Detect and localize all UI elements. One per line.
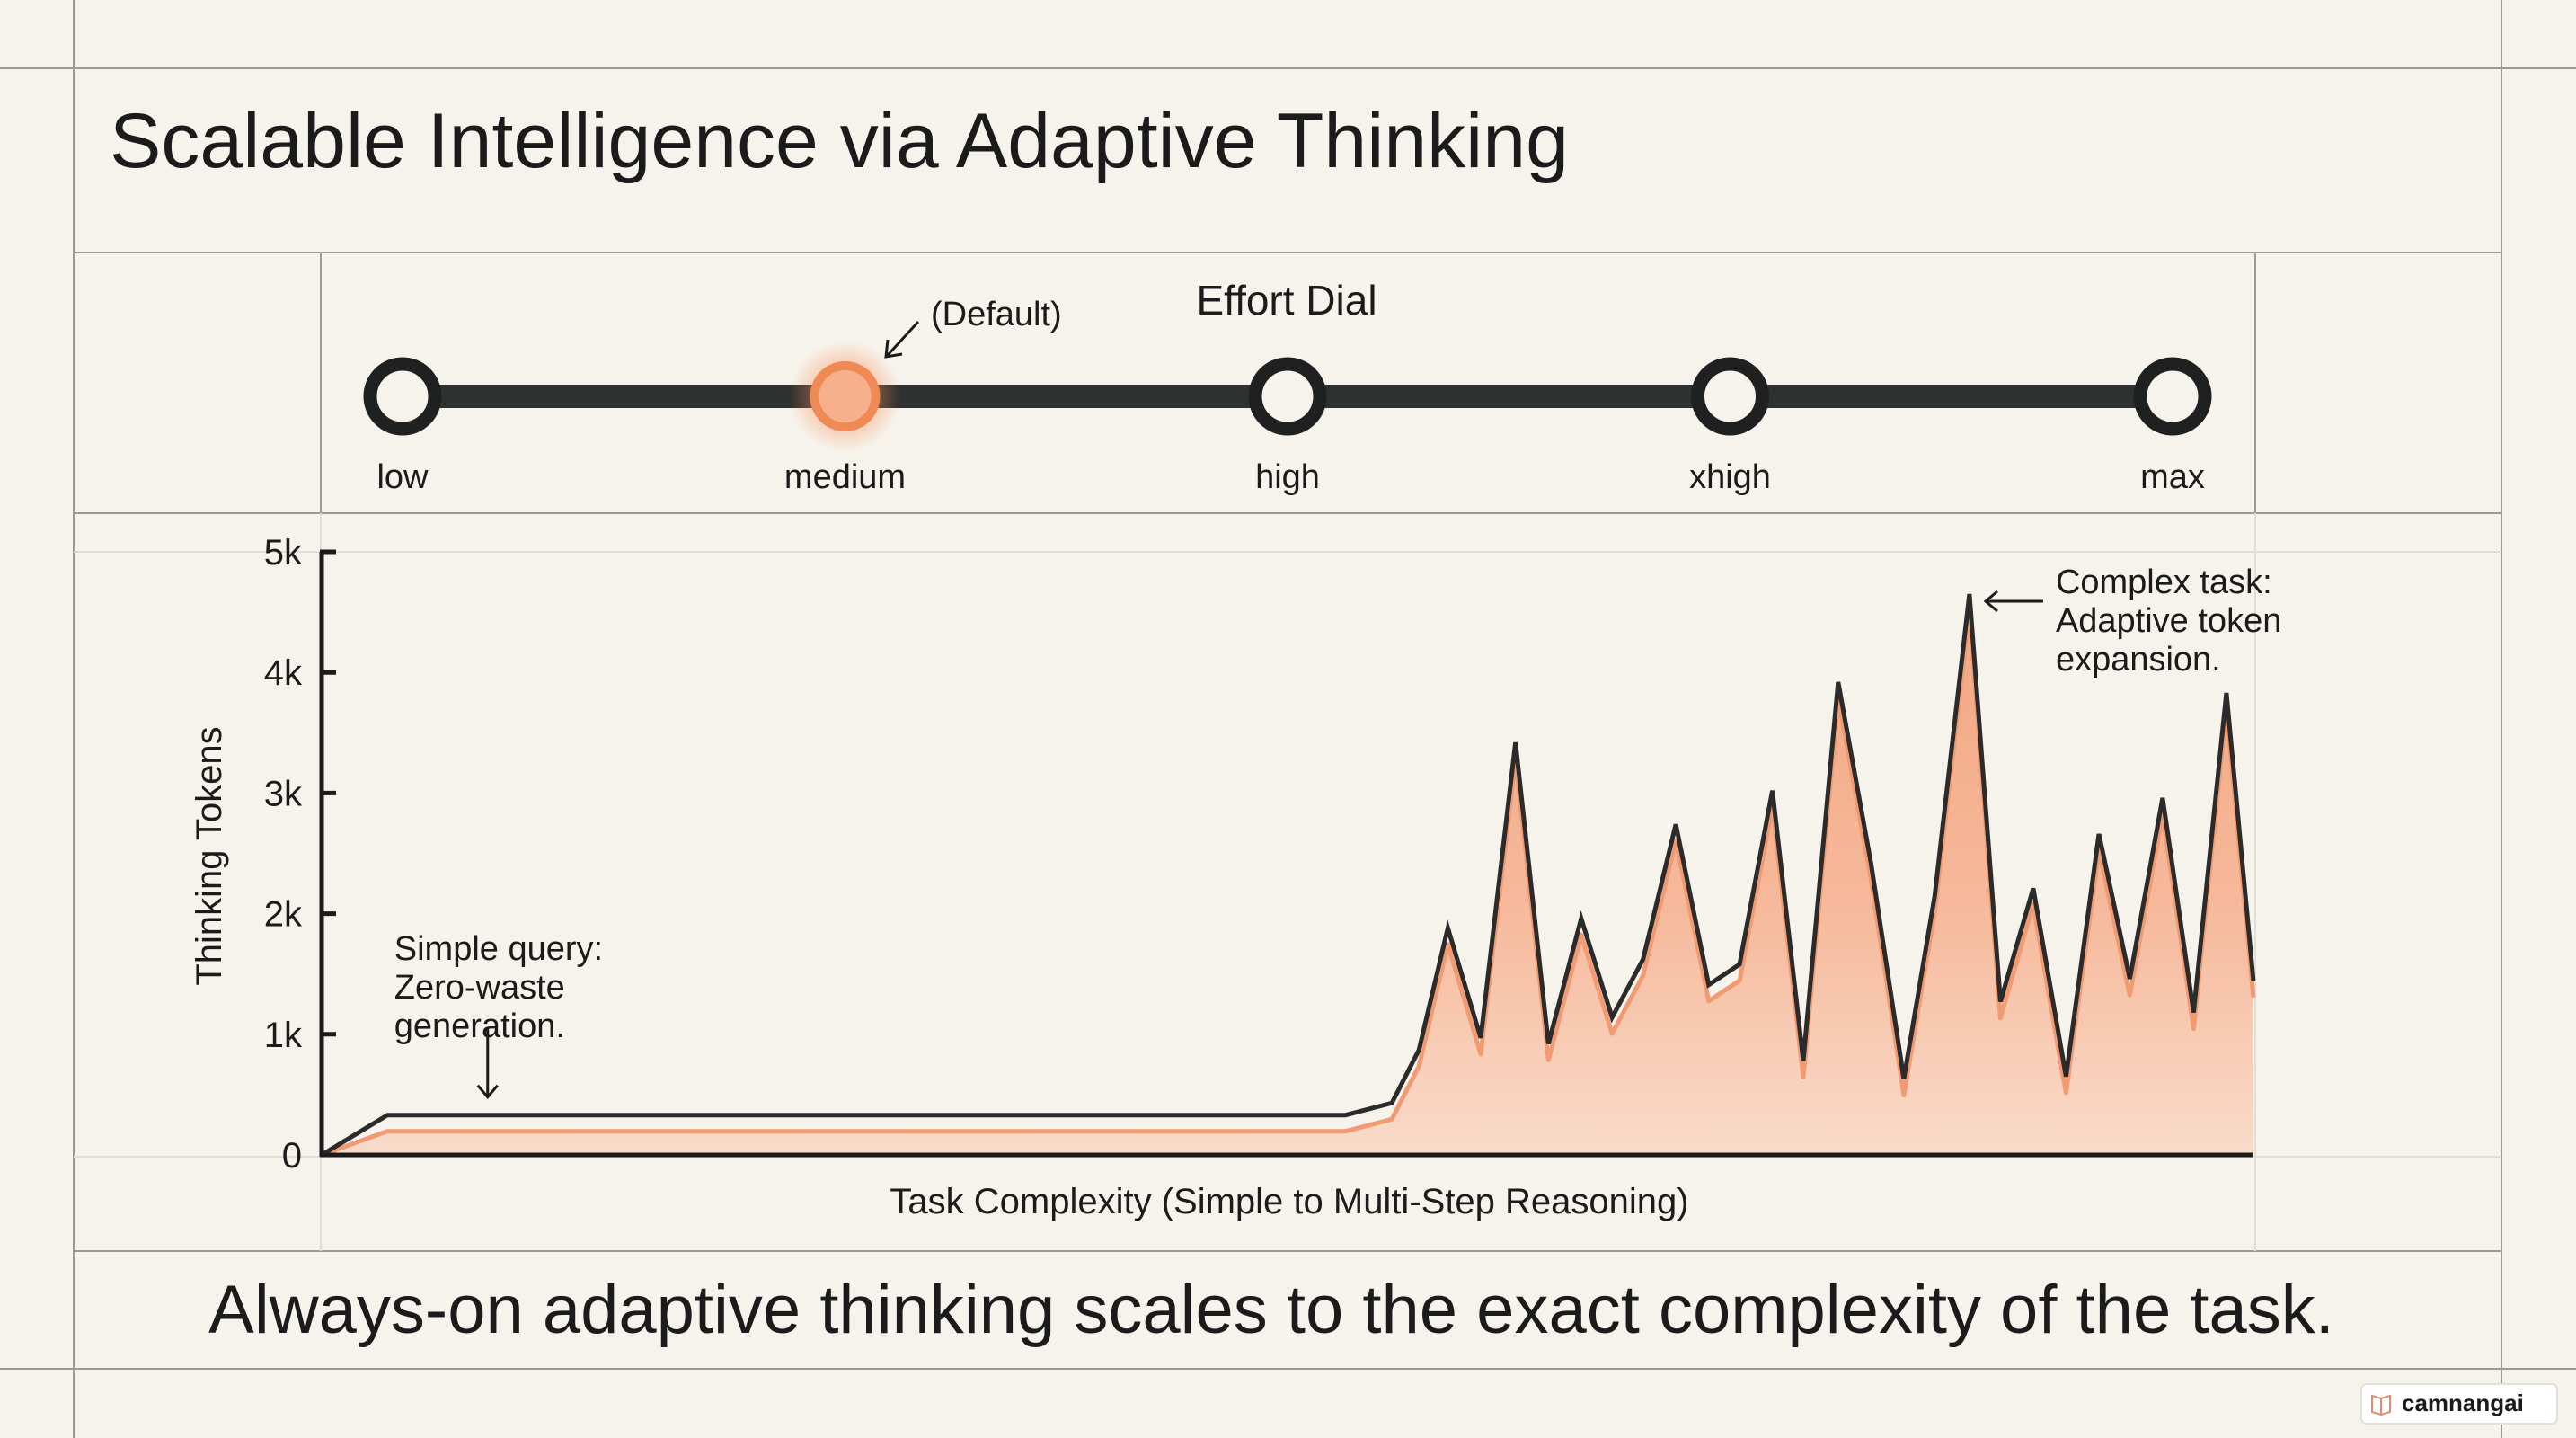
dial-stop-max[interactable]: max [2133,357,2212,496]
default-indicator: (Default) [884,296,1062,359]
default-arrowhead-icon [884,339,903,359]
annotation-text-line: expansion. [2056,641,2221,679]
y-tick-label: 5k [264,533,303,573]
dial-stop-knob-selected[interactable] [810,361,881,431]
dial-stop-knob[interactable] [363,357,442,436]
y-tick-label: 0 [282,1136,302,1176]
dial-stop-label: max [2140,458,2205,496]
watermark: camnangai [2360,1383,2558,1425]
effort-dial-stops: low medium high xhigh max [363,341,2212,496]
dial-stop-label: xhigh [1689,458,1771,496]
annotation-text-line: generation. [394,1007,565,1045]
y-axis: 0 1k 2k 3k 4k 5k [264,533,336,1176]
arrowhead-icon [476,1084,499,1100]
y-tick-label: 4k [264,653,303,693]
dial-stop-xhigh[interactable]: xhigh [1689,357,1771,496]
dial-stop-knob[interactable] [1691,357,1769,436]
dial-stop-label: high [1255,458,1320,496]
default-arrow-icon [886,320,920,357]
arrowhead-icon [1983,590,1998,613]
watermark-text: camnangai [2402,1389,2524,1416]
x-axis-label: Task Complexity (Simple to Multi-Step Re… [890,1182,1688,1221]
annotation-text-line: Complex task: [2056,564,2272,601]
book-icon [2371,1394,2391,1416]
y-axis-label: Thinking Tokens [190,726,229,985]
effort-dial-title: Effort Dial [1196,277,1377,324]
default-label: (Default) [931,296,1062,333]
y-tick-label: 1k [264,1016,303,1055]
watermark-badge [2360,1383,2558,1425]
dial-stop-medium[interactable]: medium [784,341,906,496]
annotation-text-line: Zero-waste [394,969,565,1007]
y-tick-label: 3k [264,774,303,813]
dial-stop-label: low [376,458,429,496]
effort-dial[interactable]: Effort Dial low medium high xhigh max (Defau… [363,277,2212,496]
series-area-fill [322,610,2253,1155]
series-line [320,593,2256,1158]
dial-stop-knob[interactable] [1248,357,1327,436]
dial-stop-high[interactable]: high [1248,357,1327,496]
page-title: Scalable Intelligence via Adaptive Think… [110,98,1569,184]
footer-caption: Always-on adaptive thinking scales to th… [208,1272,2334,1348]
annotation-text-line: Adaptive token [2056,602,2281,640]
y-tick-label: 2k [264,895,303,935]
dial-stop-knob[interactable] [2133,357,2212,436]
dial-stop-label: medium [784,458,906,496]
annotation-text-line: Simple query: [394,930,603,968]
dial-stop-low[interactable]: low [363,357,442,496]
thinking-tokens-chart: 0 1k 2k 3k 4k 5k Thinking Tokens Task Complex… [190,533,2281,1221]
